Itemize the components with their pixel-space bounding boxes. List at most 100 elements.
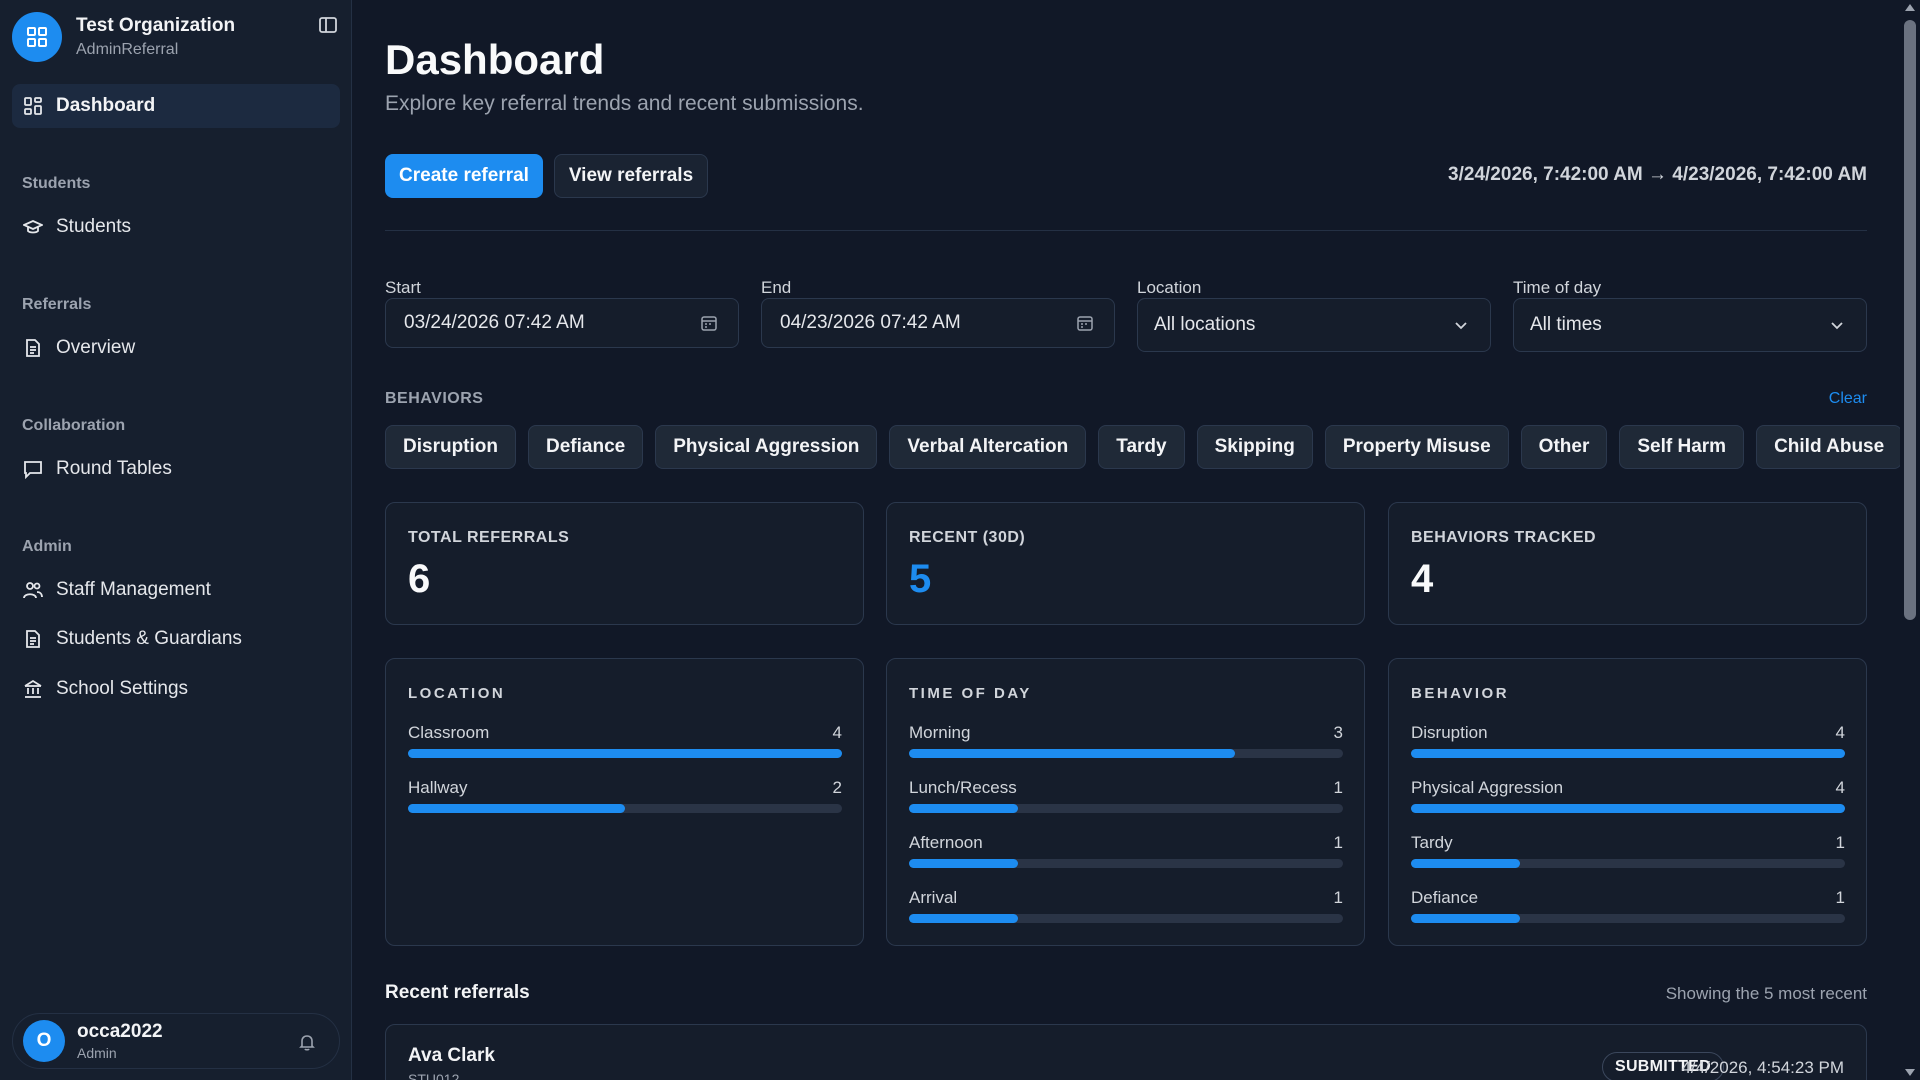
sidebar-item-staff-management[interactable]: Staff Management [12,568,340,612]
breakdown-row-count: 1 [1835,888,1845,907]
dashboard-icon [22,95,44,117]
referral-date: 4/4/2026, 4:54:23 PM [1681,1058,1844,1077]
sidebar-item-label: Round Tables [56,458,172,479]
calendar-icon[interactable] [1074,312,1096,334]
breakdown-title: LOCATION [408,685,506,702]
progress-track [909,914,1343,923]
stat-label: TOTAL REFERRALS [408,529,570,546]
end-date-input[interactable]: 04/23/2026 07:42 AM [761,298,1115,348]
org-switcher[interactable]: Test Organization AdminReferral [12,12,340,62]
end-date-value: 04/23/2026 07:42 AM [780,312,961,333]
time-of-day-select[interactable]: All times [1513,298,1867,352]
stat-value: 4 [1411,557,1434,601]
referral-student-name: Ava Clark [408,1045,495,1066]
location-select-value: All locations [1154,314,1256,335]
breakdown-row: Defiance 1 [1411,888,1845,928]
chevron-down-icon [1826,314,1848,336]
behavior-chip[interactable]: Property Misuse [1324,425,1509,469]
sidebar-item-students[interactable]: Students [12,205,340,249]
sidebar-toggle-icon[interactable] [315,12,341,38]
breakdown-row: Lunch/Recess 1 [909,778,1343,818]
start-date-value: 03/24/2026 07:42 AM [404,312,585,333]
chevron-down-icon [1450,314,1472,336]
time-of-day-select-value: All times [1530,314,1602,335]
behavior-chip[interactable]: Skipping [1196,425,1313,469]
progress-fill [909,749,1235,758]
referral-list-item[interactable]: Ava Clark STU012 SUBMITTED 4/4/2026, 4:5… [385,1024,1867,1080]
end-label: End [761,278,792,297]
breakdown-row-count: 2 [832,778,842,797]
location-select[interactable]: All locations [1137,298,1491,352]
behavior-chips: Disruption Defiance Physical Aggression … [385,425,1903,469]
sidebar-item-label: Dashboard [56,95,156,116]
breakdown-row-count: 4 [1835,723,1845,742]
sidebar-item-label: Students [56,216,131,237]
breakdown-row-count: 1 [1333,778,1343,797]
breakdown-row: Tardy 1 [1411,833,1845,873]
sidebar-item-round-tables[interactable]: Round Tables [12,447,340,491]
progress-track [909,859,1343,868]
avatar: O [23,1020,65,1062]
sidebar: Test Organization AdminReferral Dashboar… [0,0,352,1080]
view-referrals-button[interactable]: View referrals [554,154,708,198]
user-menu[interactable]: O occa2022 Admin [12,1013,340,1069]
behavior-chip[interactable]: Disruption [385,425,516,469]
breakdown-row: Arrival 1 [909,888,1343,928]
breakdown-row-label: Classroom [408,723,490,742]
bell-icon[interactable] [295,1030,319,1054]
behavior-chip[interactable]: Self Harm [1619,425,1745,469]
progress-track [408,804,842,813]
breakdown-row-count: 4 [1835,778,1845,797]
progress-fill [1411,859,1520,868]
breakdown-row: Afternoon 1 [909,833,1343,873]
org-name: Test Organization [76,15,236,36]
time-of-day-label: Time of day [1513,278,1602,297]
breakdown-row: Classroom 4 [408,723,842,763]
breakdown-row: Hallway 2 [408,778,842,818]
progress-track [408,749,842,758]
sidebar-item-students-guardians[interactable]: Students & Guardians [12,617,340,661]
stat-value: 5 [909,557,932,601]
scrollbar-thumb[interactable] [1904,20,1916,620]
breakdown-row-count: 4 [832,723,842,742]
breakdown-row-label: Defiance [1411,888,1479,907]
scrollbar[interactable] [1900,0,1920,1080]
breakdown-behavior: BEHAVIOR Disruption 4 Physical Aggressio… [1388,658,1867,946]
behavior-chip[interactable]: Tardy [1098,425,1185,469]
stat-value: 6 [408,557,431,601]
start-date-input[interactable]: 03/24/2026 07:42 AM [385,298,739,348]
sidebar-item-school-settings[interactable]: School Settings [12,667,340,711]
page-subtitle: Explore key referral trends and recent s… [385,92,864,115]
sidebar-item-label: Students & Guardians [56,628,242,649]
progress-fill [1411,804,1845,813]
behavior-chip[interactable]: Other [1520,425,1608,469]
divider [385,230,1867,231]
scroll-up-arrow-icon[interactable] [1905,4,1915,11]
progress-track [909,804,1343,813]
behavior-chip[interactable]: Verbal Altercation [889,425,1087,469]
scroll-down-arrow-icon[interactable] [1905,1069,1915,1076]
breakdown-title: TIME OF DAY [909,685,1032,702]
user-name: occa2022 [77,1021,163,1042]
breakdown-row-count: 1 [1835,833,1845,852]
breakdown-row: Morning 3 [909,723,1343,763]
sidebar-item-overview[interactable]: Overview [12,326,340,370]
progress-track [1411,749,1845,758]
breakdown-row-label: Tardy [1411,833,1453,852]
breakdown-row-label: Lunch/Recess [909,778,1017,797]
nav-section-students: Students [22,175,91,192]
progress-fill [408,749,842,758]
behavior-chip[interactable]: Physical Aggression [655,425,878,469]
clear-behaviors-link[interactable]: Clear [1828,390,1867,407]
progress-fill [909,859,1018,868]
behavior-chip[interactable]: Defiance [528,425,644,469]
breakdown-row-count: 1 [1333,888,1343,907]
sidebar-item-label: Overview [56,337,136,358]
behavior-chip[interactable]: Child Abuse [1756,425,1903,469]
create-referral-button[interactable]: Create referral [385,154,543,198]
sidebar-item-dashboard[interactable]: Dashboard [12,84,340,128]
stat-card-total: TOTAL REFERRALS 6 [385,502,864,625]
progress-track [1411,859,1845,868]
calendar-icon[interactable] [698,312,720,334]
stat-card-recent: RECENT (30D) 5 [886,502,1365,625]
